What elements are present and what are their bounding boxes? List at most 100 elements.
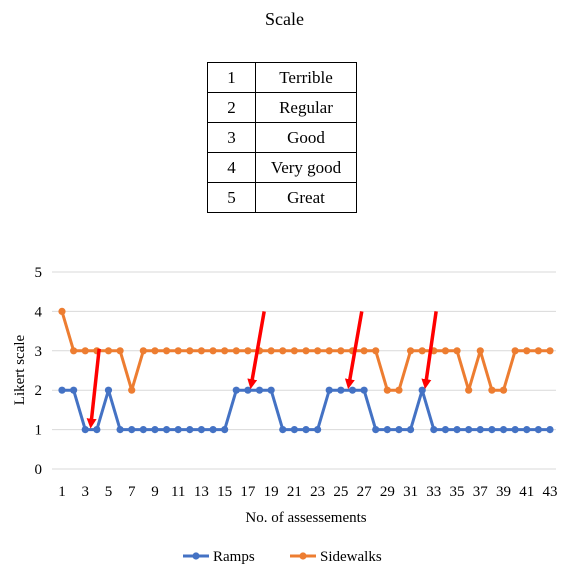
data-point-ramps [360,386,368,394]
data-point-ramps [511,426,519,434]
x-tick-label: 25 [333,484,348,500]
y-tick-label: 1 [35,423,43,439]
series-line-ramps [62,388,550,432]
data-point-ramps [314,426,322,434]
y-tick-label: 5 [35,265,43,281]
x-tick-label: 5 [105,484,113,500]
x-tick-label: 39 [496,484,511,500]
data-point-sidewalks [290,347,298,355]
x-tick-label: 29 [380,484,395,500]
data-point-ramps [383,426,391,434]
data-point-ramps [441,426,450,434]
data-point-ramps [151,426,159,434]
data-point-ramps [255,386,264,394]
x-axis-title: No. of assessements [245,510,366,526]
scale-row: 4 Very good [207,152,357,183]
y-tick-label: 2 [35,383,43,399]
data-point-ramps [186,426,194,434]
y-tick-label: 4 [35,304,43,320]
data-point-ramps [197,426,206,434]
x-tick-label: 11 [171,484,185,500]
scale-label: Very good [255,152,357,183]
data-point-sidewalks [314,347,322,355]
legend-label-sidewalks: Sidewalks [320,549,382,565]
data-point-ramps [465,426,473,434]
scale-row: 1 Terrible [207,62,357,93]
x-tick-label: 3 [81,484,89,500]
legend-marker-ramps [192,552,200,560]
data-point-ramps [418,386,426,394]
gridlines [52,271,556,470]
data-point-sidewalks [325,347,333,355]
data-point-ramps [453,426,461,434]
annotations [86,311,438,429]
data-point-sidewalks [58,307,66,315]
legend-marker-sidewalks [299,552,307,560]
data-point-sidewalks [499,386,508,394]
data-point-ramps [534,426,542,434]
data-point-sidewalks [302,347,310,355]
scale-label: Terrible [255,62,357,93]
scale-row: 5 Great [207,182,357,213]
data-point-sidewalks [418,347,426,355]
data-point-ramps [244,386,252,394]
series-group [58,307,554,434]
data-point-ramps [476,426,484,434]
data-point-sidewalks [546,347,554,355]
data-point-sidewalks [534,347,542,355]
scale-number: 4 [207,152,256,183]
scale-row: 3 Good [207,122,357,153]
data-point-ramps [395,426,403,434]
data-point-sidewalks [70,347,78,355]
scale-title: Scale [265,9,304,29]
data-point-ramps [325,386,333,394]
data-point-ramps [372,426,380,434]
data-point-sidewalks [523,347,531,355]
scale-label: Good [255,122,357,153]
data-point-sidewalks [395,386,403,394]
data-point-ramps [488,426,496,434]
x-tick-label: 19 [264,484,279,500]
data-point-ramps [279,426,287,434]
data-point-sidewalks [453,347,461,355]
data-point-ramps [58,386,66,394]
data-point-ramps [499,426,508,434]
data-point-sidewalks [104,347,113,355]
scale-table: 1 Terrible 2 Regular 3 Good 4 Very good … [207,62,357,213]
data-point-sidewalks [488,386,496,394]
data-point-sidewalks [337,347,345,355]
x-tick-label: 43 [543,484,558,500]
data-point-sidewalks [372,347,380,355]
data-point-ramps [104,386,113,394]
x-tick-label: 31 [403,484,418,500]
data-point-ramps [406,426,415,434]
x-tick-label: 7 [128,484,136,500]
data-point-ramps [162,426,171,434]
data-point-sidewalks [232,347,240,355]
x-tick-label: 17 [240,484,256,500]
data-point-sidewalks [162,347,171,355]
data-point-sidewalks [186,347,194,355]
data-point-sidewalks [406,347,415,355]
data-point-ramps [116,426,124,434]
data-point-sidewalks [197,347,206,355]
data-point-sidewalks [174,347,182,355]
x-tick-label: 35 [450,484,465,500]
data-point-sidewalks [441,347,450,355]
red-arrow [247,311,266,390]
x-tick-label: 21 [287,484,302,500]
data-point-sidewalks [267,347,275,355]
y-axis-title: Likert scale [12,334,28,405]
data-point-sidewalks [81,347,89,355]
data-point-sidewalks [465,386,473,394]
data-point-sidewalks [244,347,252,355]
data-point-sidewalks [383,386,391,394]
data-point-sidewalks [139,347,147,355]
data-point-ramps [139,426,147,434]
data-point-ramps [523,426,531,434]
data-point-ramps [302,426,310,434]
data-point-ramps [348,386,357,394]
scale-number: 3 [207,122,256,153]
